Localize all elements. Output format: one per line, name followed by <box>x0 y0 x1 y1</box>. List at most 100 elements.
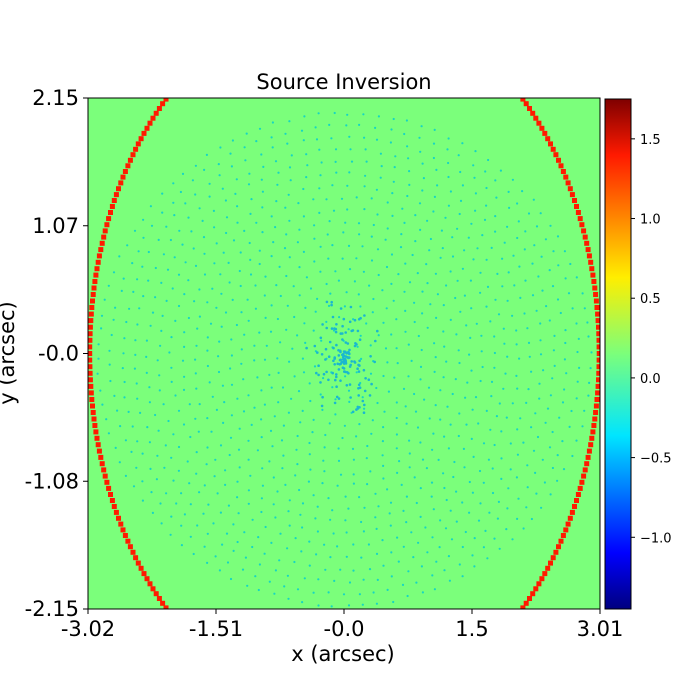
border-pixel <box>102 228 108 234</box>
pixelization-point <box>404 262 407 265</box>
border-pixel <box>595 311 600 317</box>
border-pixel <box>106 216 112 222</box>
pixelization-point <box>299 513 302 516</box>
pixelization-point <box>141 499 144 502</box>
pixelization-point <box>132 485 136 488</box>
pixelization-point <box>198 288 201 291</box>
pixelization-point <box>194 164 197 167</box>
pixelization-point <box>489 428 492 431</box>
border-pixel <box>224 35 229 40</box>
border-pixel <box>563 527 569 533</box>
center-cluster-point <box>337 368 341 371</box>
pixelization-point <box>497 313 501 316</box>
pixelization-point <box>467 236 470 239</box>
pixelization-point <box>436 184 439 187</box>
pixelization-point <box>588 381 591 384</box>
pixelization-point <box>142 236 145 239</box>
border-pixel <box>581 473 587 479</box>
pixelization-point <box>224 311 228 314</box>
center-cluster-point <box>339 379 342 383</box>
pixelization-point <box>510 314 514 317</box>
pixelization-point <box>170 515 173 518</box>
border-pixel <box>434 683 439 688</box>
pixelization-point <box>319 174 322 177</box>
center-cluster-point <box>344 341 348 344</box>
center-cluster-point <box>346 342 350 345</box>
pixelization-point <box>247 183 251 186</box>
pixelization-point <box>270 541 273 545</box>
pixelization-point <box>479 271 482 274</box>
border-pixel <box>96 448 102 454</box>
pixelization-point <box>135 382 138 385</box>
pixelization-point <box>183 375 186 378</box>
pixelization-point <box>287 411 290 414</box>
pixelization-point <box>369 470 372 473</box>
pixelization-point <box>327 304 331 307</box>
pixelization-point <box>148 401 151 404</box>
pixelization-point <box>548 269 551 272</box>
center-cluster-point <box>356 405 360 409</box>
pixelization-point <box>405 495 408 498</box>
pixelization-point <box>347 604 351 607</box>
pixelization-point <box>397 560 400 563</box>
pixelization-point <box>546 407 550 410</box>
pixelization-point <box>525 401 528 404</box>
pixelization-point <box>301 526 304 529</box>
pixelization-point <box>421 312 424 315</box>
border-pixel <box>90 298 95 304</box>
pixelization-point <box>288 256 291 259</box>
pixelization-point <box>272 476 275 479</box>
border-pixel <box>228 32 233 37</box>
pixelization-point <box>112 318 115 321</box>
pixelization-point <box>254 575 257 578</box>
pixelization-point <box>375 602 378 605</box>
border-pixel <box>556 157 561 163</box>
pixelization-point <box>413 476 416 479</box>
border-pixel <box>520 605 526 609</box>
pixelization-point <box>331 509 334 512</box>
pixelization-point <box>275 200 278 203</box>
border-pixel <box>93 429 99 435</box>
pixelization-point <box>332 329 336 332</box>
pixelization-point <box>257 588 260 592</box>
border-pixel <box>593 410 599 415</box>
pixelization-point <box>355 371 358 374</box>
pixelization-point <box>276 357 279 360</box>
pixelization-point <box>382 564 385 567</box>
pixelization-point <box>261 484 264 487</box>
pixelization-point <box>472 258 475 261</box>
pixelization-point <box>321 482 324 485</box>
pixelization-point <box>231 298 234 301</box>
pixelization-point <box>468 511 471 514</box>
pixelization-point <box>289 179 292 182</box>
pixelization-point <box>315 553 318 556</box>
pixelization-point <box>473 176 476 179</box>
pixelization-point <box>308 441 311 445</box>
pixelization-point <box>376 401 379 405</box>
pixelization-point <box>180 524 183 527</box>
pixelization-point <box>194 372 197 375</box>
pixelization-point <box>443 486 446 490</box>
pixelization-point <box>419 487 422 490</box>
center-cluster-point <box>339 307 343 310</box>
pixelization-point <box>485 305 488 308</box>
border-pixel <box>135 560 141 566</box>
y-tick-label: -2.15 <box>25 597 79 621</box>
pixelization-point <box>461 267 464 270</box>
pixelization-point <box>177 273 181 276</box>
pixelization-point <box>328 422 331 425</box>
pixelization-point <box>432 142 436 145</box>
pixelization-point <box>274 569 277 572</box>
pixelization-point <box>298 488 301 492</box>
pixelization-point <box>447 137 450 140</box>
pixelization-point <box>420 565 423 568</box>
pixelization-point <box>202 236 206 239</box>
pixelization-point <box>431 448 434 451</box>
pixelization-point <box>408 281 412 284</box>
pixelization-point <box>165 225 168 228</box>
pixelization-point <box>312 198 315 201</box>
pixelization-point <box>394 155 397 158</box>
y-tick-label: -1.08 <box>25 469 79 493</box>
pixelization-point <box>148 386 151 389</box>
pixelization-point <box>157 238 160 241</box>
